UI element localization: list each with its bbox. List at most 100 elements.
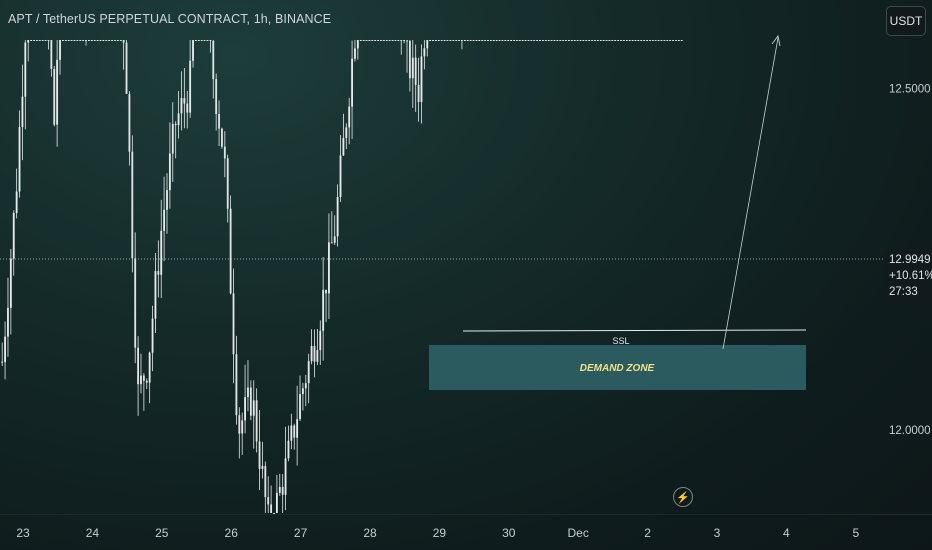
candle-body [53, 68, 56, 125]
candle-body [223, 146, 226, 159]
candle-body [648, 40, 651, 41]
candle-body [466, 40, 469, 41]
candle-body [351, 58, 353, 107]
candle [313, 329, 316, 378]
candle-body [47, 40, 50, 41]
candle [527, 40, 530, 41]
candle [183, 68, 186, 129]
currency-button[interactable]: USDT [886, 6, 926, 36]
candle [478, 40, 481, 41]
candle [556, 40, 559, 41]
candle [215, 73, 218, 131]
candle-body [374, 40, 377, 41]
lightning-icon[interactable]: ⚡ [673, 487, 693, 507]
candle-body [35, 40, 38, 41]
candle [345, 123, 348, 150]
candle-body [304, 383, 307, 389]
candle [414, 44, 417, 112]
candle [64, 40, 67, 41]
candle-body [238, 415, 241, 434]
candle-body [570, 40, 573, 41]
candle-body [657, 40, 660, 41]
candle-body [105, 40, 108, 41]
projection-arrow[interactable] [722, 34, 781, 350]
candle [420, 44, 423, 124]
candle [264, 461, 267, 513]
candle-body [417, 84, 420, 103]
candle [385, 40, 388, 41]
candle [7, 277, 9, 357]
candle [651, 40, 654, 41]
candle-body [596, 40, 599, 41]
candle [18, 110, 21, 198]
candle-body [556, 40, 559, 41]
candle [330, 211, 333, 244]
time-axis[interactable]: 23 24 25 26 27 28 29 30 Dec 2 3 4 5 [16, 526, 859, 540]
candle-body [85, 40, 87, 41]
candle [21, 64, 24, 161]
candle [53, 65, 56, 127]
candle-body [342, 137, 345, 156]
candle [238, 407, 241, 459]
candle [380, 40, 382, 41]
candle [319, 320, 322, 365]
candle-body [114, 40, 116, 41]
ssl-line[interactable] [462, 329, 807, 332]
candle-body [307, 361, 310, 384]
candle-body [666, 40, 669, 41]
candle [513, 40, 515, 41]
candle-body [354, 48, 356, 59]
candle-body [368, 40, 371, 41]
candle-body [530, 40, 533, 41]
current-price-value: 12.9949 [889, 254, 931, 266]
candle [287, 425, 290, 462]
candle [200, 40, 203, 41]
candle [116, 40, 119, 41]
candle [397, 40, 400, 41]
candle-body [142, 375, 145, 381]
candle-body [180, 98, 183, 114]
candle [501, 40, 504, 41]
candle [429, 40, 432, 42]
candle-body [403, 40, 406, 42]
candle-body [504, 40, 507, 41]
candle [339, 135, 342, 202]
candle-body [79, 40, 82, 41]
candle [498, 40, 501, 41]
candle [622, 40, 625, 41]
candle-body [492, 40, 495, 41]
candle-body [437, 40, 440, 41]
candle [128, 90, 131, 166]
candle [174, 121, 177, 159]
candle-body [119, 40, 122, 41]
candle-body [559, 40, 562, 41]
candle [59, 40, 61, 75]
candle [458, 40, 460, 41]
candle-body [64, 40, 67, 41]
candle-body [229, 208, 232, 294]
candle-body [41, 40, 44, 41]
candle-body [646, 40, 648, 41]
candle [88, 40, 90, 41]
candle [400, 40, 403, 55]
price-change-percent: +10.61% [889, 270, 932, 282]
candle [166, 173, 168, 234]
candle-body [391, 40, 394, 41]
candle-body [264, 465, 267, 498]
candle-body [328, 242, 330, 294]
candle [576, 40, 579, 41]
candle-body [275, 492, 278, 513]
candle [122, 40, 125, 70]
candle [377, 40, 380, 41]
candle-body [44, 40, 47, 41]
demand-zone[interactable] [429, 345, 806, 390]
candle-body [247, 387, 249, 398]
candle [492, 40, 495, 41]
candle-body [440, 40, 443, 41]
candle [322, 257, 325, 361]
candle-body [588, 40, 591, 41]
time-axis-label: 24 [86, 526, 100, 540]
